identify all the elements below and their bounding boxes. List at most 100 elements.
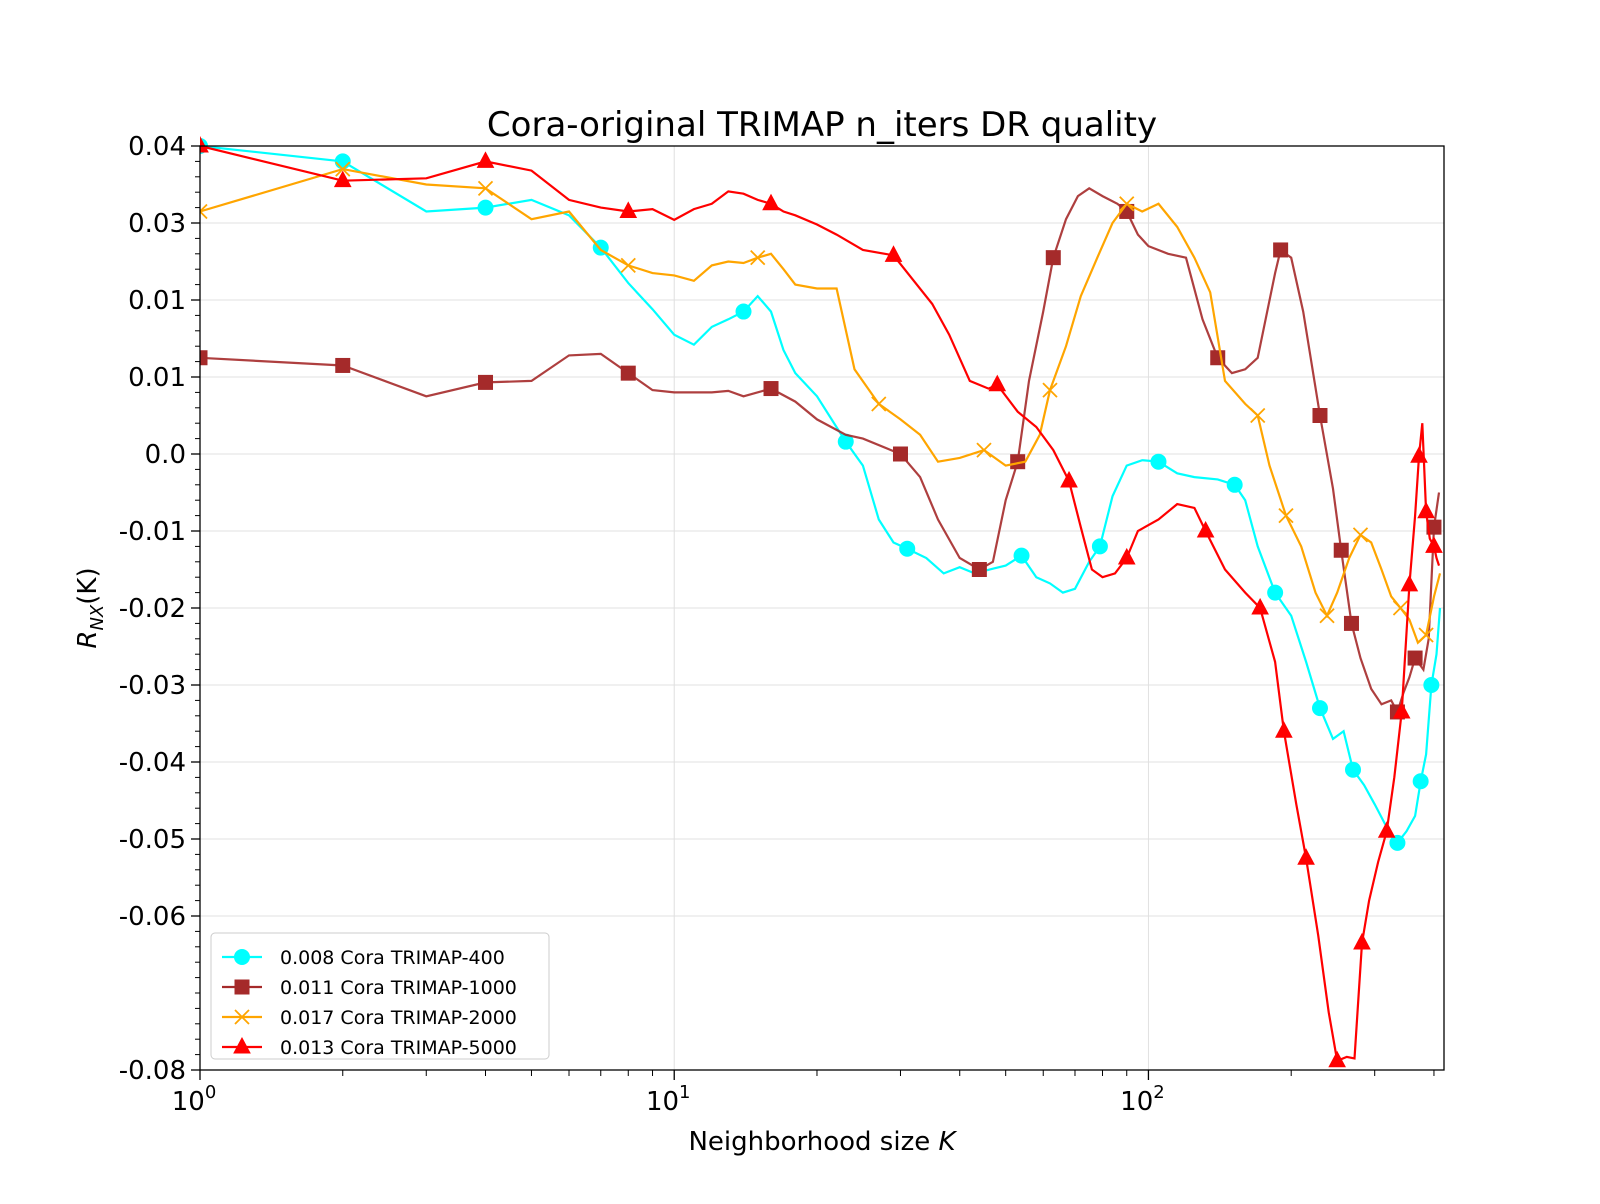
- data-point: [1392, 600, 1409, 616]
- data-point: [478, 374, 494, 390]
- data-point-stroke: [620, 257, 636, 273]
- legend-item: 0.013 Cora TRIMAP-5000: [222, 1036, 517, 1059]
- data-point: [1091, 538, 1108, 555]
- data-point: [1345, 761, 1362, 778]
- data-point: [1119, 196, 1135, 212]
- data-point: [1273, 242, 1289, 258]
- data-point: [200, 203, 208, 220]
- x-tick-label: 102: [1120, 1082, 1165, 1117]
- data-point: [1389, 834, 1406, 851]
- chart-title: Cora-original TRIMAP n_iters DR quality: [487, 105, 1157, 145]
- y-tick-label: 0.0: [145, 440, 186, 470]
- data-point-stroke: [1042, 382, 1058, 398]
- data-point: [735, 303, 752, 320]
- data-point: [1312, 408, 1328, 423]
- data-point-stroke: [750, 250, 766, 266]
- data-point: [1319, 608, 1335, 624]
- data-point: [200, 350, 208, 366]
- data-point-stroke: [200, 203, 208, 213]
- data-point-stroke: [234, 1009, 250, 1025]
- data-point-stroke: [1119, 196, 1135, 212]
- data-point: [477, 199, 494, 216]
- data-point: [1150, 453, 1167, 470]
- data-point: [1311, 700, 1328, 717]
- data-point: [335, 357, 351, 373]
- data-point-stroke: [1392, 600, 1409, 616]
- data-point-stroke: [1250, 407, 1266, 424]
- data-point: [976, 442, 992, 458]
- data-point: [1353, 932, 1371, 950]
- data-point: [1328, 1050, 1346, 1068]
- y-tick-label: -0.08: [119, 1056, 186, 1086]
- y-tick-label: -0.05: [119, 825, 186, 855]
- data-point: [763, 381, 779, 397]
- data-point: [334, 153, 351, 170]
- data-point: [1343, 615, 1359, 631]
- legend-item: 0.008 Cora TRIMAP-400: [222, 947, 505, 969]
- data-point: [1267, 584, 1284, 601]
- data-point: [899, 540, 916, 557]
- data-point: [1013, 547, 1030, 564]
- data-point: [762, 193, 780, 211]
- data-point: [233, 1036, 251, 1054]
- data-point-stroke: [871, 396, 887, 412]
- data-point: [1042, 382, 1058, 398]
- legend: 0.008 Cora TRIMAP-400 0.011 Cora TRIMAP-1…: [210, 932, 550, 1060]
- data-point: [333, 170, 352, 188]
- y-tick-label: 0.01: [128, 363, 186, 393]
- data-point: [1407, 650, 1423, 666]
- legend-label: 0.008 Cora TRIMAP-400: [280, 947, 505, 969]
- data-point: [335, 161, 351, 177]
- data-point: [1045, 250, 1061, 266]
- data-point: [1196, 520, 1215, 538]
- data-point: [971, 562, 987, 577]
- y-tick-label: 0.03: [128, 209, 186, 239]
- series-line: [200, 186, 1441, 715]
- y-tick-label: -0.01: [119, 517, 186, 547]
- data-point: [1250, 407, 1266, 424]
- data-point: [200, 136, 209, 153]
- data-point: [619, 201, 638, 218]
- legend-item: 0.017 Cora TRIMAP-2000: [222, 1007, 517, 1029]
- data-point: [476, 151, 495, 168]
- data-point: [234, 1009, 250, 1025]
- x-tick-label: 100: [172, 1082, 217, 1117]
- legend-label: 0.013 Cora TRIMAP-5000: [280, 1037, 517, 1059]
- data-point: [884, 245, 903, 262]
- data-point-stroke: [1418, 627, 1434, 643]
- data-point: [620, 365, 636, 381]
- data-point: [1392, 701, 1411, 719]
- y-axis-label: RNX(K): [73, 567, 108, 648]
- data-point: [234, 949, 250, 965]
- series-line: [200, 167, 1442, 645]
- data-point: [1278, 507, 1294, 524]
- data-point: [1418, 627, 1434, 643]
- data-point: [1417, 501, 1435, 519]
- legend-label: 0.017 Cora TRIMAP-2000: [280, 1007, 517, 1029]
- x-axis-label: Neighborhood size K: [688, 1127, 957, 1157]
- data-point: [1251, 597, 1269, 615]
- data-point: [1060, 470, 1078, 488]
- legend-label: 0.011 Cora TRIMAP-1000: [280, 977, 517, 999]
- data-point: [1297, 848, 1315, 865]
- series-2: [200, 186, 1442, 720]
- data-point-stroke: [1319, 608, 1335, 624]
- series-line: [200, 144, 1442, 845]
- data-point: [1226, 476, 1243, 493]
- data-point: [620, 257, 636, 273]
- data-point-stroke: [1278, 507, 1294, 524]
- data-point: [1275, 721, 1293, 738]
- series-1: [200, 138, 1442, 851]
- y-tick-label: -0.03: [119, 671, 186, 701]
- y-tick-label: -0.06: [119, 902, 186, 932]
- data-point-stroke: [976, 442, 992, 458]
- series-line: [200, 144, 1441, 1063]
- data-point-stroke: [1352, 527, 1369, 543]
- data-point-stroke: [477, 180, 494, 196]
- data-point: [1423, 677, 1440, 693]
- series-4: [200, 136, 1443, 1068]
- legend-box: [210, 932, 550, 1060]
- data-point: [750, 250, 766, 266]
